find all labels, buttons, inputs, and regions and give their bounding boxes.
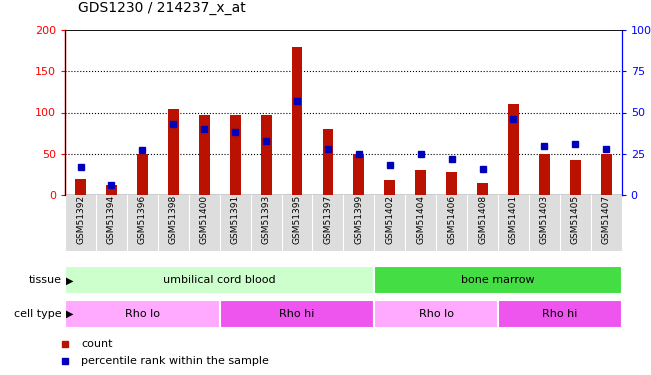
- Bar: [374, 300, 498, 328]
- Bar: [65, 300, 219, 328]
- Bar: [415, 170, 426, 195]
- Bar: [219, 300, 374, 328]
- Bar: [384, 180, 395, 195]
- Text: umbilical cord blood: umbilical cord blood: [163, 275, 276, 285]
- Bar: [374, 266, 622, 294]
- Bar: [601, 154, 612, 195]
- Text: Rho lo: Rho lo: [419, 309, 454, 319]
- Bar: [199, 115, 210, 195]
- Bar: [106, 185, 117, 195]
- Text: Rho lo: Rho lo: [125, 309, 160, 319]
- Bar: [508, 104, 519, 195]
- Bar: [353, 154, 365, 195]
- Text: Rho hi: Rho hi: [279, 309, 314, 319]
- Text: bone marrow: bone marrow: [461, 275, 535, 285]
- Text: cell type: cell type: [14, 309, 62, 319]
- Bar: [446, 172, 457, 195]
- Text: tissue: tissue: [29, 275, 62, 285]
- Text: percentile rank within the sample: percentile rank within the sample: [81, 356, 270, 366]
- Bar: [498, 300, 622, 328]
- Bar: [477, 183, 488, 195]
- Text: GDS1230 / 214237_x_at: GDS1230 / 214237_x_at: [78, 1, 246, 15]
- Bar: [260, 115, 271, 195]
- Text: ▶: ▶: [66, 309, 74, 319]
- Bar: [322, 129, 333, 195]
- Text: Rho hi: Rho hi: [542, 309, 577, 319]
- Bar: [539, 154, 550, 195]
- Bar: [75, 178, 86, 195]
- Bar: [65, 266, 374, 294]
- Text: count: count: [81, 339, 113, 349]
- Bar: [137, 154, 148, 195]
- Bar: [292, 46, 303, 195]
- Text: ▶: ▶: [66, 275, 74, 285]
- Bar: [570, 159, 581, 195]
- Bar: [230, 115, 241, 195]
- Bar: [168, 109, 179, 195]
